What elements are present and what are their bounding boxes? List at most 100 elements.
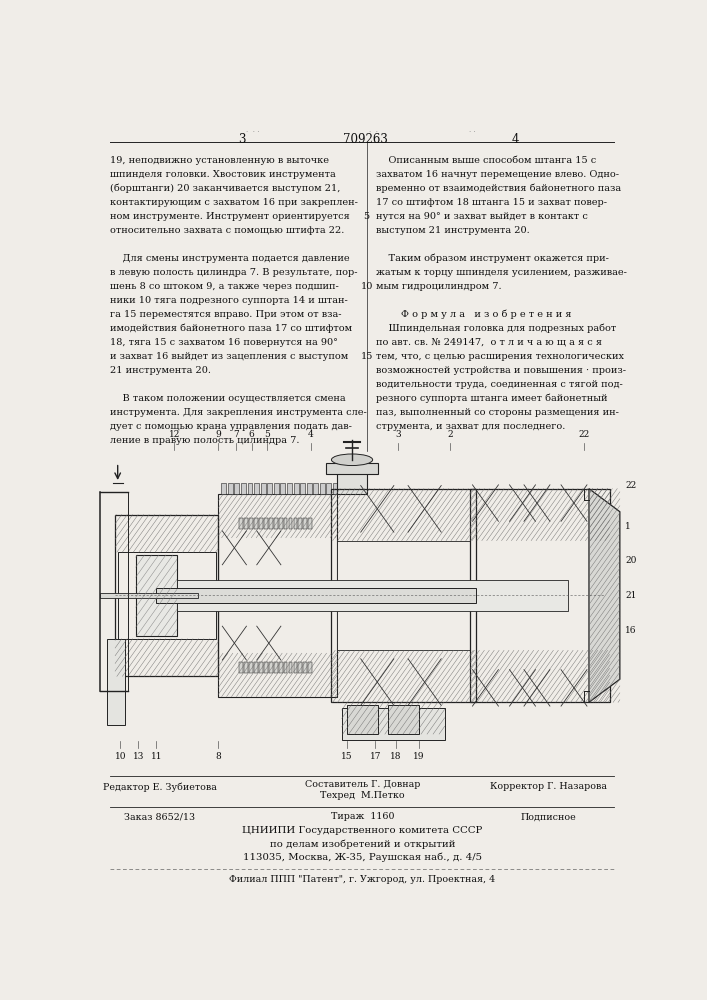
Bar (244, 518, 248, 529)
Text: временно от взаимодействия байонетного паза: временно от взаимодействия байонетного п… (376, 184, 621, 193)
Text: 21: 21 (626, 591, 637, 600)
Text: захватом 16 начнут перемещение влево. Одно-: захватом 16 начнут перемещение влево. Од… (376, 170, 619, 179)
Text: 709263: 709263 (343, 133, 387, 146)
Bar (279, 518, 283, 529)
Text: нутся на 90° и захват выйдет в контакт с: нутся на 90° и захват выйдет в контакт с (376, 212, 588, 221)
Bar (239, 662, 243, 673)
Bar (177, 587, 321, 604)
Bar (313, 483, 318, 494)
Text: Таким образом инструмент окажется при-: Таким образом инструмент окажется при- (376, 254, 609, 263)
Text: Корректор Г. Назарова: Корректор Г. Назарова (490, 782, 607, 791)
Text: га 15 переместятся вправо. При этом от вза-: га 15 переместятся вправо. При этом от в… (110, 310, 341, 319)
Bar (298, 662, 303, 673)
Bar (274, 483, 279, 494)
Bar (249, 518, 253, 529)
Bar (115, 515, 218, 676)
Text: в левую полость цилиндра 7. В результате, пор-: в левую полость цилиндра 7. В результате… (110, 268, 358, 277)
Text: Заказ 8652/13: Заказ 8652/13 (124, 812, 195, 821)
Text: Редактор Е. Зубиетова: Редактор Е. Зубиетова (103, 782, 216, 792)
Text: 3: 3 (396, 430, 401, 439)
Text: контактирующим с захватом 16 при закреплен-: контактирующим с захватом 16 при закрепл… (110, 198, 358, 207)
Text: резного суппорта штанга имеет байонетный: резного суппорта штанга имеет байонетный (376, 394, 607, 403)
Bar (298, 518, 303, 529)
Text: водительности труда, соединенная с тягой под-: водительности труда, соединенная с тягой… (376, 380, 623, 389)
Text: 15: 15 (341, 752, 353, 761)
Bar (332, 489, 476, 702)
Text: и захват 16 выйдет из зацепления с выступом: и захват 16 выйдет из зацепления с высту… (110, 352, 349, 361)
Text: 10: 10 (361, 282, 373, 291)
Text: 11: 11 (151, 752, 162, 761)
Bar (347, 705, 378, 734)
Bar (264, 662, 268, 673)
Bar (228, 483, 233, 494)
Text: 18, тяга 15 с захватом 16 повернутся на 90°: 18, тяга 15 с захватом 16 повернутся на … (110, 338, 338, 347)
Text: Филиал ППП "Патент", г. Ужгород, ул. Проектная, 4: Филиал ППП "Патент", г. Ужгород, ул. Про… (229, 875, 496, 884)
Bar (218, 494, 337, 697)
Text: шень 8 со штоком 9, а также через подшип-: шень 8 со штоком 9, а также через подшип… (110, 282, 339, 291)
Text: 17 со штифтом 18 штанга 15 и захват повер-: 17 со штифтом 18 штанга 15 и захват пове… (376, 198, 607, 207)
Bar (388, 705, 419, 734)
Bar (264, 518, 268, 529)
Text: 5: 5 (363, 212, 370, 221)
Bar (470, 489, 609, 702)
Bar (337, 541, 470, 650)
Text: дует с помощью крана управления подать дав-: дует с помощью крана управления подать д… (110, 422, 352, 431)
Text: ление в правую полость цилиндра 7.: ление в правую полость цилиндра 7. (110, 436, 300, 445)
Text: мым гидроцилиндром 7.: мым гидроцилиндром 7. (376, 282, 502, 291)
Text: 10: 10 (115, 752, 126, 761)
Bar (303, 518, 308, 529)
Text: Техред  М.Петко: Техред М.Петко (320, 791, 404, 800)
Text: 5: 5 (264, 430, 270, 439)
Text: 6: 6 (249, 430, 255, 439)
Bar (293, 662, 298, 673)
Text: 22: 22 (578, 430, 590, 439)
Bar (235, 483, 240, 494)
Bar (300, 483, 305, 494)
Bar (259, 662, 263, 673)
Text: струмента, и захват для последнего.: струмента, и захват для последнего. (376, 422, 566, 431)
Text: 17: 17 (370, 752, 381, 761)
Bar (288, 518, 293, 529)
Bar (267, 483, 272, 494)
Bar (107, 639, 125, 725)
Text: 2: 2 (447, 430, 452, 439)
Text: Тираж  1160: Тираж 1160 (331, 812, 394, 821)
Text: 3: 3 (238, 133, 245, 146)
Bar (293, 518, 298, 529)
Text: имодействия байонетного паза 17 со штифтом: имодействия байонетного паза 17 со штифт… (110, 324, 352, 333)
Text: Для смены инструмента подается давление: Для смены инструмента подается давление (110, 254, 350, 263)
Bar (249, 662, 253, 673)
Text: 12: 12 (169, 430, 180, 439)
Text: 20: 20 (626, 556, 637, 565)
Text: ·  · ·: · · · (246, 128, 259, 136)
Text: 13: 13 (133, 752, 144, 761)
Ellipse shape (332, 454, 373, 466)
Bar (254, 483, 259, 494)
Bar (239, 518, 243, 529)
Bar (241, 483, 246, 494)
Text: 16: 16 (626, 626, 637, 635)
Text: 113035, Москва, Ж-35, Раушская наб., д. 4/5: 113035, Москва, Ж-35, Раушская наб., д. … (243, 852, 482, 862)
Text: жатым к торцу шпинделя усилением, разживае-: жатым к торцу шпинделя усилением, разжив… (376, 268, 627, 277)
Bar (177, 580, 568, 611)
Bar (156, 588, 476, 603)
Text: относительно захвата с помощью штифта 22.: относительно захвата с помощью штифта 22… (110, 226, 345, 235)
Text: В таком положении осуществляется смена: В таком положении осуществляется смена (110, 394, 346, 403)
Bar (284, 518, 288, 529)
Bar (341, 708, 445, 740)
Text: 22: 22 (626, 481, 636, 490)
Bar (287, 483, 292, 494)
Text: 19: 19 (414, 752, 425, 761)
Text: по авт. св. № 249147,  о т л и ч а ю щ а я с я: по авт. св. № 249147, о т л и ч а ю щ а … (376, 338, 602, 347)
Bar (279, 662, 283, 673)
Text: Подписное: Подписное (521, 812, 576, 821)
Bar (284, 662, 288, 673)
Text: инструмента. Для закрепления инструмента сле-: инструмента. Для закрепления инструмента… (110, 408, 367, 417)
Bar (136, 555, 177, 636)
Bar (288, 662, 293, 673)
Text: 7: 7 (233, 430, 239, 439)
Bar (281, 483, 286, 494)
Text: Шпиндельная головка для подрезных работ: Шпиндельная головка для подрезных работ (376, 324, 617, 333)
Bar (269, 662, 273, 673)
Polygon shape (589, 489, 620, 702)
